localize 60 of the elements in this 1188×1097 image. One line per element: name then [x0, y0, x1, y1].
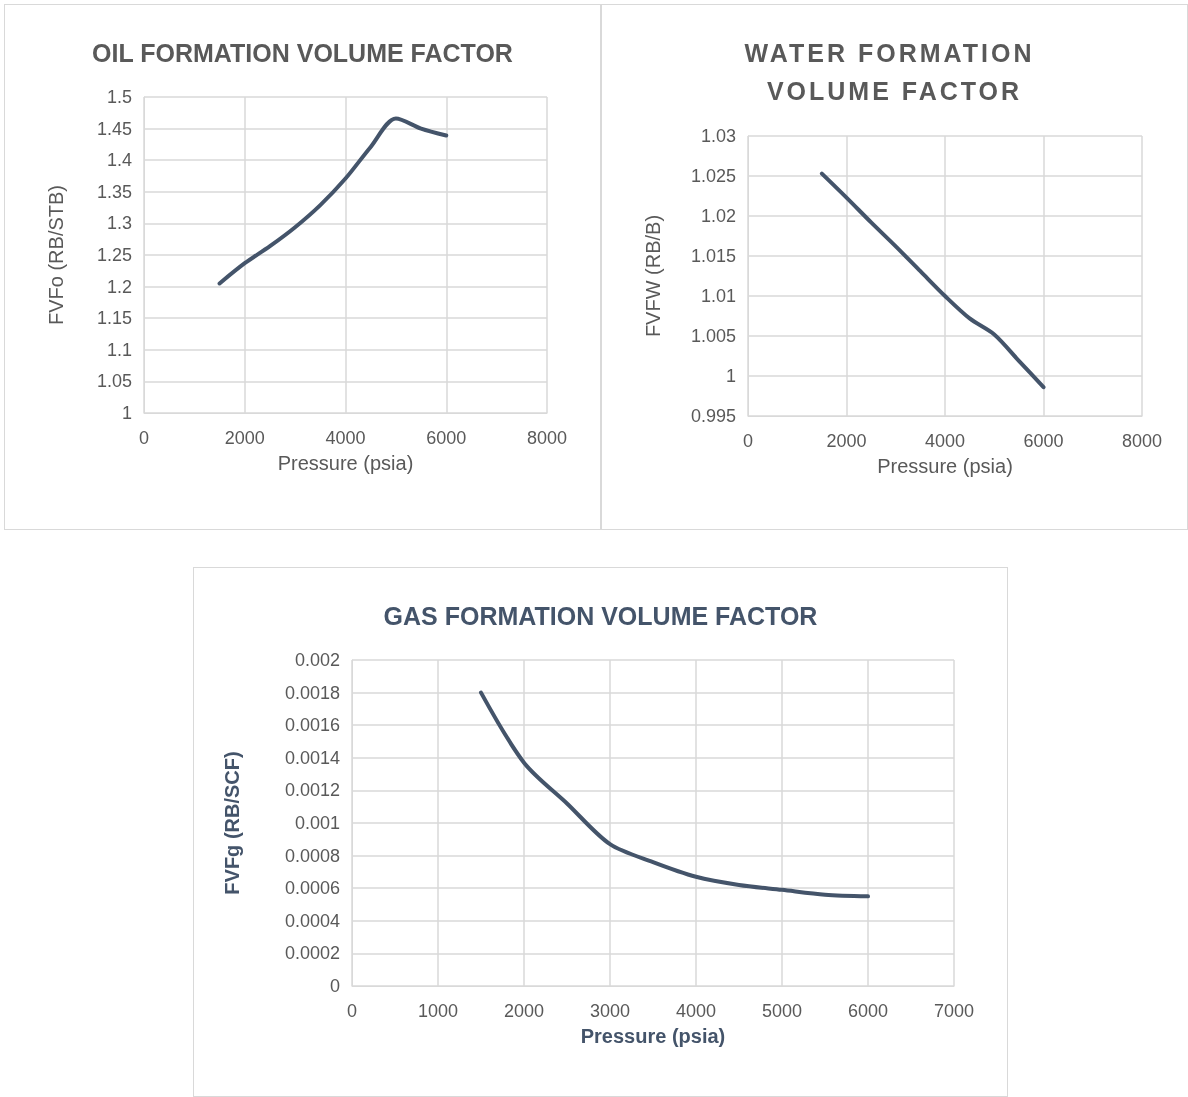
y-tick-label: 0.0006	[284, 878, 340, 899]
y-tick-label: 1.025	[690, 166, 736, 186]
x-axis-title: Pressure (psia)	[277, 452, 414, 474]
y-tick-label: 0.0008	[284, 845, 340, 866]
y-tick-label: 1.1	[106, 339, 132, 360]
x-tick-label: 0	[742, 431, 754, 451]
x-tick-label: 5000	[761, 1001, 803, 1021]
x-axis-title: Pressure (psia)	[877, 455, 1013, 477]
y-tick-label: 0.0016	[284, 715, 340, 736]
chart-title: GAS FORMATION VOLUME FACTOR	[383, 602, 818, 630]
y-axis-title: FVFg (RB/SCF)	[221, 751, 243, 895]
y-tick-label: 0.995	[690, 406, 736, 426]
chart-title: WATER FORMATION VOLUME FACTOR	[744, 39, 1045, 105]
y-tick-label: 0.0012	[284, 780, 340, 801]
y-tick-label: 1.2	[106, 276, 132, 297]
y-tick-label: 1.03	[700, 126, 736, 146]
x-tick-label: 4000	[325, 428, 366, 448]
y-tick-label: 1.45	[96, 118, 132, 139]
y-tick-label: 0.0004	[284, 910, 340, 931]
y-tick-label: 0.002	[294, 650, 340, 670]
y-tick-label: 1.4	[106, 150, 132, 171]
y-tick-label: 1.5	[106, 87, 132, 107]
y-tick-label: 1.015	[690, 246, 736, 266]
x-tick-label: 6000	[847, 1001, 889, 1021]
x-axis-title: Pressure (psia)	[580, 1025, 726, 1047]
x-tick-label: 4000	[675, 1001, 717, 1021]
x-tick-label: 2000	[503, 1001, 545, 1021]
y-tick-label: 1.005	[690, 326, 736, 346]
y-tick-label: 1.35	[96, 181, 132, 202]
y-tick-label: 1	[121, 403, 132, 423]
y-tick-label: 0.001	[294, 813, 340, 833]
y-tick-label: 0.0014	[284, 747, 340, 768]
y-tick-label: 1.3	[106, 213, 132, 234]
x-tick-label: 3000	[589, 1001, 631, 1021]
line-series	[217, 116, 449, 286]
y-tick-label: 0.0018	[284, 682, 340, 703]
y-tick-label: 1.02	[700, 206, 736, 226]
line-series	[819, 171, 1046, 390]
x-tick-label: 2000	[826, 431, 867, 451]
x-tick-label: 8000	[526, 428, 568, 448]
x-tick-label: 0	[346, 1001, 358, 1021]
y-tick-label: 1	[725, 366, 736, 386]
y-tick-label: 1.15	[96, 308, 132, 329]
y-tick-label: 1.05	[96, 371, 132, 392]
chart-title: OIL FORMATION VOLUME FACTOR	[92, 39, 513, 67]
y-tick-label: 0.0002	[284, 943, 340, 964]
x-tick-label: 8000	[1121, 431, 1163, 451]
y-tick-label: 0	[329, 976, 340, 996]
line-series	[479, 690, 870, 899]
x-tick-label: 4000	[924, 431, 966, 451]
y-axis-title: FVFo (RB/STB)	[45, 184, 67, 326]
x-tick-label: 6000	[1023, 431, 1064, 451]
y-tick-label: 1.01	[700, 286, 736, 306]
x-tick-label: 1000	[417, 1001, 459, 1021]
x-tick-label: 6000	[426, 428, 467, 448]
x-tick-label: 0	[138, 428, 150, 448]
x-tick-label: 7000	[933, 1001, 975, 1021]
x-tick-label: 2000	[224, 428, 265, 448]
y-axis-title: FVFW (RB/B)	[642, 214, 664, 338]
y-tick-label: 1.25	[96, 245, 132, 265]
